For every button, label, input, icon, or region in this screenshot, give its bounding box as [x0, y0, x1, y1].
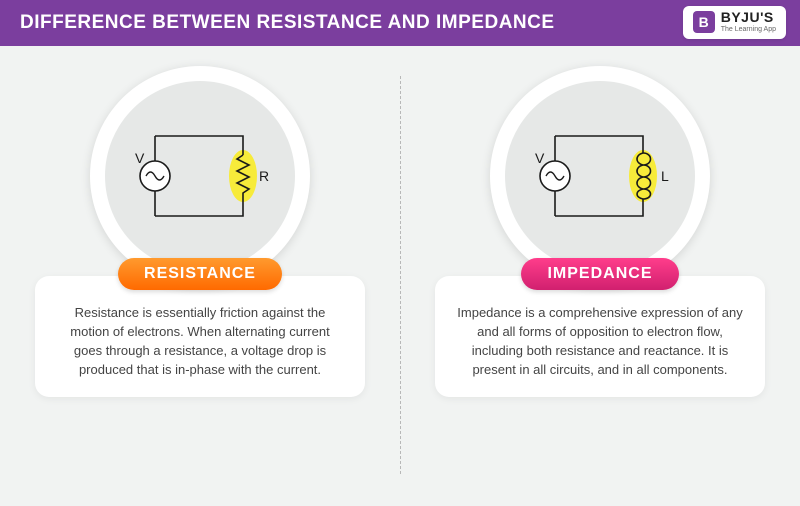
vertical-divider — [400, 76, 401, 474]
impedance-panel: V L IMPEDANCE Impedance is a comprehensi… — [400, 46, 800, 504]
impedance-description: Impedance is a comprehensive expression … — [457, 304, 743, 379]
resistance-badge: RESISTANCE — [118, 258, 282, 290]
resistance-card: Resistance is essentially friction again… — [35, 276, 365, 397]
resistance-panel: V R RESISTANCE Resistance is essentially… — [0, 46, 400, 504]
impedance-card: Impedance is a comprehensive expression … — [435, 276, 765, 397]
brand-logo: B BYJU'S The Learning App — [683, 6, 786, 39]
component-label-r: R — [259, 168, 269, 184]
source-label-v: V — [135, 150, 145, 166]
content-area: V R RESISTANCE Resistance is essentially… — [0, 46, 800, 504]
brand-logo-icon: B — [693, 11, 715, 33]
page-title: DIFFERENCE BETWEEN RESISTANCE AND IMPEDA… — [20, 12, 555, 33]
brand-tagline: The Learning App — [721, 26, 776, 33]
impedance-circle: V L — [490, 66, 710, 286]
impedance-badge: IMPEDANCE — [521, 258, 678, 290]
source-label-v: V — [535, 150, 545, 166]
resistance-circle: V R — [90, 66, 310, 286]
resistance-circuit-diagram: V R — [125, 111, 275, 241]
impedance-circuit-diagram: V L — [525, 111, 675, 241]
resistance-description: Resistance is essentially friction again… — [57, 304, 343, 379]
brand-name: BYJU'S — [721, 10, 776, 24]
page-header: DIFFERENCE BETWEEN RESISTANCE AND IMPEDA… — [0, 0, 800, 46]
component-label-l: L — [661, 168, 669, 184]
